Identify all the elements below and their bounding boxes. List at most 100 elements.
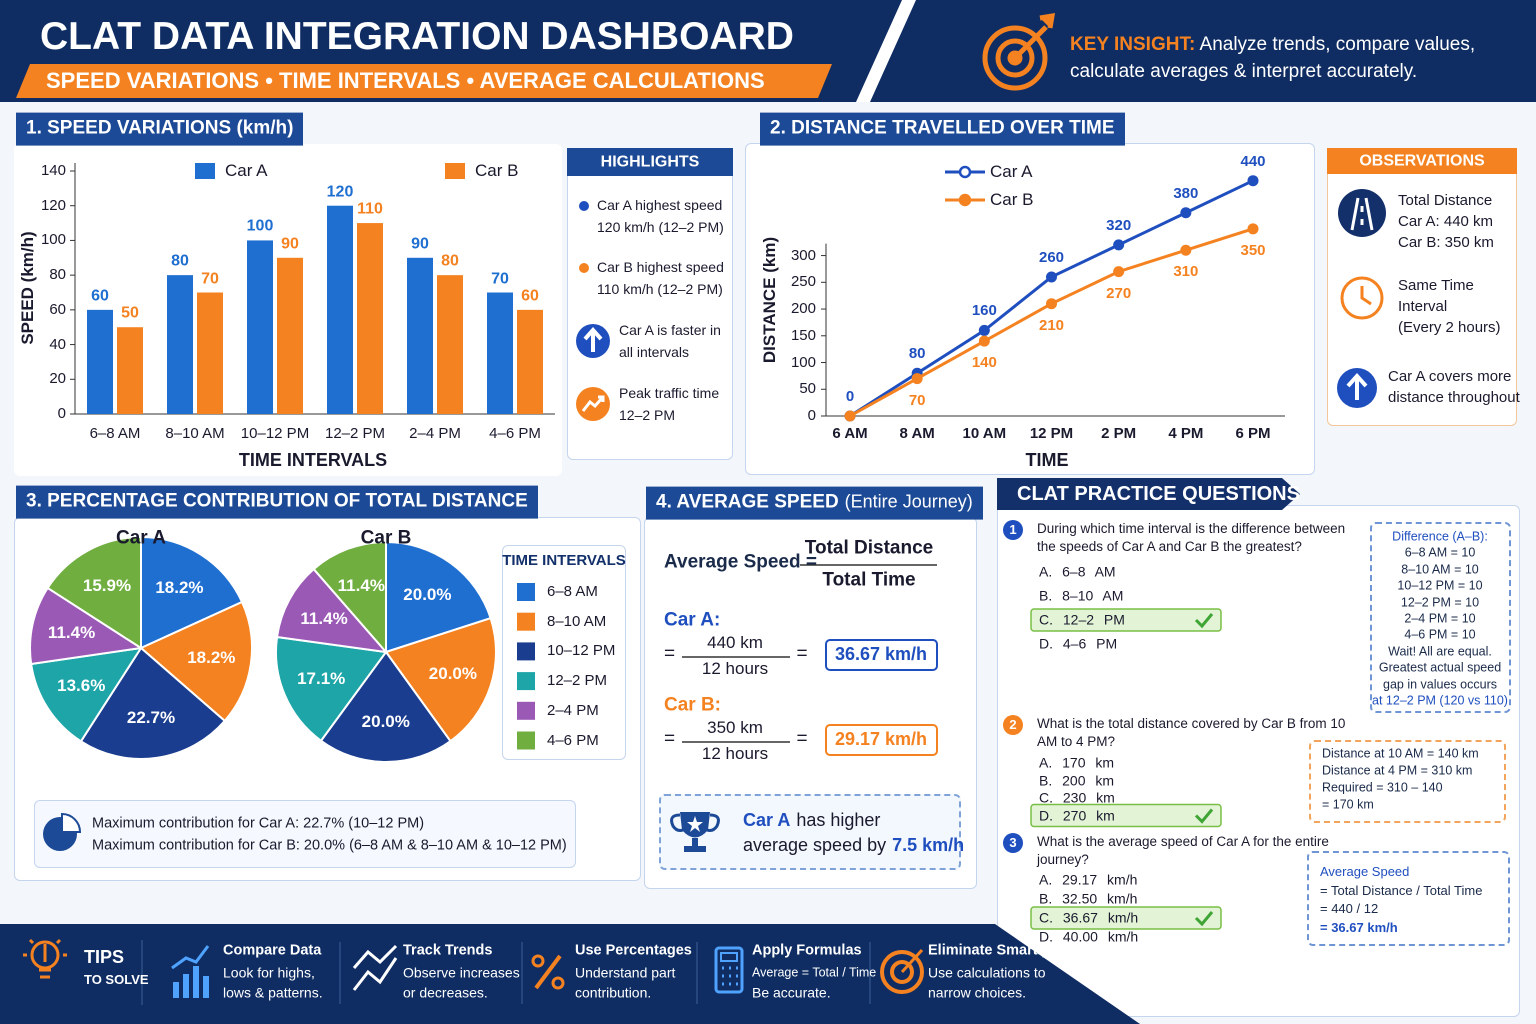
formula-numerator: Total Distance xyxy=(804,537,934,559)
point xyxy=(911,373,923,385)
highlights-title-bar xyxy=(567,148,733,176)
y-tick-label: 60 xyxy=(49,300,66,318)
dashboard-title: CLAT DATA INTEGRATION DASHBOARD xyxy=(40,15,794,58)
data-label: 90 xyxy=(281,235,299,253)
point xyxy=(1180,207,1192,219)
y-tick-label: 80 xyxy=(49,266,66,284)
note-line: 12–2 PM = 10 xyxy=(1400,595,1480,610)
pie-note-icon xyxy=(43,812,82,851)
tip-text: Use calculations to xyxy=(928,964,1046,981)
data-label: 70 xyxy=(491,269,509,287)
x-tick-label: 6–8 AM xyxy=(89,425,141,442)
section-title: CLAT PRACTICE QUESTIONS xyxy=(1017,483,1300,505)
bar xyxy=(197,292,223,414)
legend-label: Car B xyxy=(990,189,1034,209)
pie-slice xyxy=(29,586,144,666)
point xyxy=(1247,175,1259,187)
question-text: During which time interval is the differ… xyxy=(1037,521,1346,554)
question-number: 2 xyxy=(1009,717,1017,733)
option: A. 6–8 AM xyxy=(1039,563,1116,580)
point xyxy=(1113,239,1125,251)
title-main: 4. AVERAGE SPEED xyxy=(656,491,839,513)
section-title: 1. SPEED VARIATIONS (km/h) xyxy=(16,112,304,146)
result: 29.17 km/h xyxy=(834,729,928,750)
slice-label: 11.4% xyxy=(47,622,96,642)
data-label: 160 xyxy=(971,302,997,320)
y-tick-label: 250 xyxy=(790,273,816,291)
y-tick-label: 50 xyxy=(799,380,816,398)
data-label: 80 xyxy=(171,252,189,270)
y-tick-label: 100 xyxy=(790,353,816,371)
note-line: = 170 km xyxy=(1322,797,1374,812)
y-tick-label: 100 xyxy=(40,231,66,249)
highlight-text: Car A highest speed 120 km/h (12–2 PM) xyxy=(597,197,724,235)
conclusion-part: average speed by xyxy=(743,835,887,856)
point xyxy=(978,335,990,347)
legend-marker xyxy=(958,193,972,207)
fraction-den: 12 hours xyxy=(701,658,769,678)
point xyxy=(1046,271,1057,283)
section-title: 2. DISTANCE TRAVELLED OVER TIME xyxy=(760,112,1125,146)
bar xyxy=(517,309,543,414)
y-tick-label: 300 xyxy=(790,246,816,264)
data-label: 270 xyxy=(1106,284,1132,302)
question-number: 1 xyxy=(1009,522,1017,538)
x-tick-label: 12 PM xyxy=(1029,425,1074,442)
slice-label: 22.7% xyxy=(126,708,176,728)
pie-slice xyxy=(384,616,497,743)
tip-text: contribution. xyxy=(575,984,652,1001)
x-axis-title: TIME INTERVALS xyxy=(238,450,388,471)
bar xyxy=(407,257,433,414)
check-mark xyxy=(1194,911,1214,927)
check-mark xyxy=(1194,808,1214,824)
pie-slice xyxy=(140,535,244,650)
option: D. 270 km xyxy=(1039,807,1115,824)
bar xyxy=(437,275,463,414)
result-box xyxy=(825,724,938,756)
x-tick-label: 4 PM xyxy=(1168,425,1204,442)
y-axis-title: DISTANCE (km) xyxy=(759,236,779,364)
question-text: What is the average speed of Car A for t… xyxy=(1037,834,1329,867)
panel-title: OBSERVATIONS xyxy=(1359,152,1485,170)
tip-text: Observe increases xyxy=(403,964,520,981)
result: 36.67 km/h xyxy=(834,644,928,665)
note-panel xyxy=(1370,522,1511,713)
slice-label: 13.6% xyxy=(57,676,106,696)
pie-slice xyxy=(139,600,253,723)
equals: = xyxy=(664,728,676,750)
tip-title: Eliminate Smartly xyxy=(928,942,1050,959)
fraction-num: 350 km xyxy=(707,717,763,737)
note-line: 4–6 PM = 10 xyxy=(1404,627,1476,642)
point xyxy=(1247,223,1259,235)
title-note: (Entire Journey) xyxy=(844,491,973,512)
pie-note-panel xyxy=(34,800,576,868)
key-insight: KEY INSIGHT: Analyze trends, compare val… xyxy=(1070,31,1500,85)
y-tick-label: 120 xyxy=(40,196,66,214)
legend-swatch xyxy=(517,701,535,720)
legend-label: Car A xyxy=(225,160,268,180)
panel-title: HIGHLIGHTS xyxy=(600,153,700,171)
note-line: Maximum contribution for Car A: 22.7% (1… xyxy=(92,815,425,832)
legend-swatch xyxy=(445,163,465,179)
x-tick-label: 12–2 PM xyxy=(324,425,386,442)
note-line: 8–10 AM = 10 xyxy=(1401,562,1479,577)
x-tick-label: 6 PM xyxy=(1235,425,1271,442)
option: B. 8–10 AM xyxy=(1039,587,1124,604)
note-line: Distance at 10 AM = 140 km xyxy=(1322,746,1479,761)
data-label: 120 xyxy=(326,183,354,201)
question-badge xyxy=(1003,833,1023,853)
note-panel xyxy=(1307,851,1510,946)
pie-slice xyxy=(30,646,144,743)
bar xyxy=(247,240,273,414)
legend-label: Car B xyxy=(475,160,519,180)
data-label: 70 xyxy=(908,391,926,409)
option: C. 36.67 km/h xyxy=(1039,909,1139,926)
car-label: Car B: xyxy=(664,694,722,716)
tips-label: TIPS xyxy=(84,947,125,968)
note-line: Maximum contribution for Car B: 20.0% (6… xyxy=(92,837,567,854)
tip-text: Look for highs, xyxy=(223,964,315,981)
note-line: Distance at 4 PM = 310 km xyxy=(1322,763,1473,778)
